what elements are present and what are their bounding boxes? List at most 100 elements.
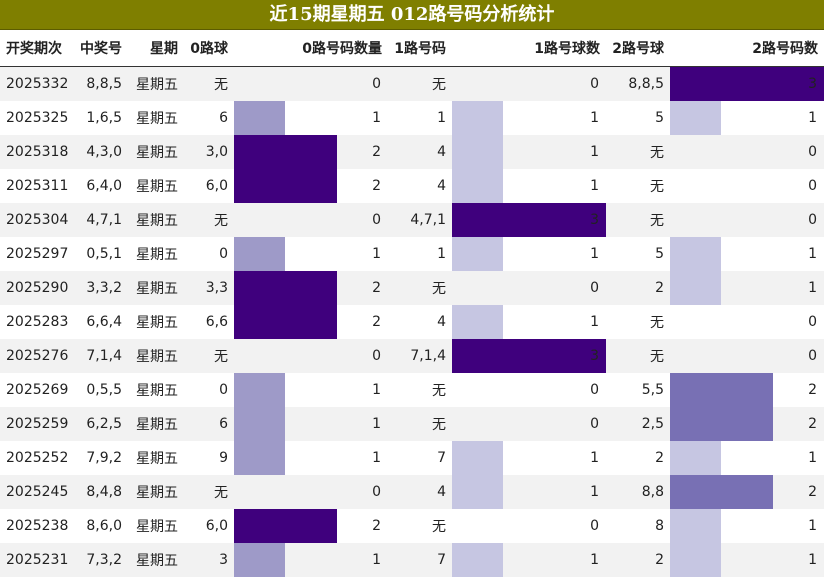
table-row: 2025325 1,6,5 星期五 6 1 1 1 5 1	[0, 101, 824, 135]
period-cell: 2025325	[6, 110, 69, 126]
count-bar	[234, 373, 286, 407]
count-bar	[452, 339, 606, 373]
route0-count-cell: 0	[234, 339, 388, 373]
weekday-cell: 星期五	[128, 135, 184, 169]
route2-count-cell: 0	[670, 135, 824, 169]
table-row: 2025245 8,4,8 星期五无 0 4 1 8,8 2	[0, 475, 824, 509]
numbers-cell: 6,2,5	[72, 407, 128, 441]
count-value: 1	[590, 314, 599, 330]
count-value: 0	[808, 144, 817, 160]
route0-balls-cell: 6	[219, 110, 228, 126]
table-row: 2025318 4,3,0 星期五 3,0 2 4 1 无 0	[0, 135, 824, 169]
header-numbers: 中奖号	[72, 30, 128, 67]
count-bar	[234, 101, 286, 135]
route0-count-cell: 1	[234, 101, 388, 135]
count-value: 2	[372, 178, 381, 194]
numbers-cell: 7,3,2	[72, 543, 128, 577]
route2-balls-cell: 8,8	[606, 475, 670, 509]
count-value: 1	[590, 552, 599, 568]
route0-balls-cell: 9	[219, 450, 228, 466]
route0-balls-cell: 6	[184, 407, 234, 441]
route2-balls-cell: 2,5	[606, 407, 670, 441]
header-route2-count: 2路号码数	[670, 30, 824, 67]
route1-count-cell: 1	[452, 475, 606, 509]
route1-balls-cell: 无	[388, 407, 452, 441]
numbers-cell: 7,1,4	[72, 339, 128, 373]
route0-count-cell: 1	[234, 543, 388, 577]
count-bar	[452, 237, 504, 271]
route2-balls-cell: 8,8,5	[606, 66, 670, 101]
weekday-cell: 星期五	[136, 315, 178, 331]
weekday-cell: 星期五	[128, 407, 184, 441]
count-bar	[670, 407, 773, 441]
route2-count-cell: 1	[670, 271, 824, 305]
count-bar	[670, 67, 824, 101]
count-value: 2	[372, 280, 381, 296]
numbers-cell: 1,6,5	[86, 110, 122, 126]
route0-count-cell: 0	[234, 66, 388, 101]
route0-count-cell: 2	[234, 305, 388, 339]
route0-balls-cell: 6,6	[205, 314, 228, 330]
route2-balls-cell: 2	[655, 450, 664, 466]
count-value: 1	[590, 246, 599, 262]
weekday-cell: 星期五	[128, 271, 184, 305]
weekday-cell: 星期五	[136, 247, 178, 263]
period-cell: 2025304	[0, 203, 72, 237]
count-bar	[234, 237, 286, 271]
count-value: 2	[808, 416, 817, 432]
count-value: 3	[590, 212, 599, 228]
header-route1-balls: 1路号码	[388, 30, 452, 67]
count-value: 0	[590, 416, 599, 432]
count-bar	[234, 169, 337, 203]
period-cell: 2025332	[0, 66, 72, 101]
route1-count-cell: 1	[452, 237, 606, 271]
header-row: 开奖期次 中奖号 星期 0路球 0路号码数量 1路号码 1路号球数 2路号球 2…	[0, 30, 824, 67]
count-value: 0	[808, 314, 817, 330]
count-value: 1	[808, 518, 817, 534]
period-cell: 2025259	[0, 407, 72, 441]
numbers-cell: 8,8,5	[72, 66, 128, 101]
count-value: 1	[372, 416, 381, 432]
numbers-cell: 7,9,2	[86, 450, 122, 466]
count-bar	[670, 441, 722, 475]
route1-balls-cell: 4	[388, 135, 452, 169]
period-cell: 2025311	[6, 178, 69, 194]
route2-balls-cell: 无	[650, 179, 664, 195]
count-value: 0	[372, 348, 381, 364]
count-bar	[670, 509, 722, 543]
route2-balls-cell: 无	[606, 203, 670, 237]
count-value: 2	[808, 382, 817, 398]
route0-balls-cell: 6,0	[205, 518, 228, 534]
route2-count-cell: 0	[670, 305, 824, 339]
count-bar	[452, 135, 504, 169]
count-value: 1	[590, 484, 599, 500]
route2-count-cell: 0	[670, 203, 824, 237]
period-cell: 2025269	[6, 382, 69, 398]
route0-balls-cell: 无	[184, 339, 234, 373]
route0-count-cell: 1	[234, 407, 388, 441]
header-weekday: 星期	[128, 30, 184, 67]
count-value: 2	[372, 144, 381, 160]
count-value: 1	[372, 110, 381, 126]
route0-count-cell: 2	[234, 169, 388, 203]
route2-balls-cell: 无	[606, 339, 670, 373]
period-cell: 2025318	[0, 135, 72, 169]
header-route1-count: 1路号球数	[452, 30, 606, 67]
period-cell: 2025231	[0, 543, 72, 577]
route1-count-cell: 1	[452, 169, 606, 203]
numbers-cell: 6,4,0	[86, 178, 122, 194]
numbers-cell: 8,6,0	[86, 518, 122, 534]
count-value: 1	[372, 450, 381, 466]
period-cell: 2025245	[0, 475, 72, 509]
weekday-cell: 星期五	[128, 66, 184, 101]
route0-balls-cell: 无	[184, 66, 234, 101]
route2-count-cell: 1	[670, 101, 824, 135]
route2-count-cell: 1	[670, 509, 824, 543]
route1-balls-cell: 无	[388, 66, 452, 101]
count-value: 0	[590, 518, 599, 534]
route1-count-cell: 0	[452, 373, 606, 407]
header-route2-balls: 2路号球	[606, 30, 670, 67]
table-row: 2025269 0,5,5 星期五 0 1 无 0 5,5 2	[0, 373, 824, 407]
numbers-cell: 8,4,8	[72, 475, 128, 509]
count-value: 1	[808, 110, 817, 126]
